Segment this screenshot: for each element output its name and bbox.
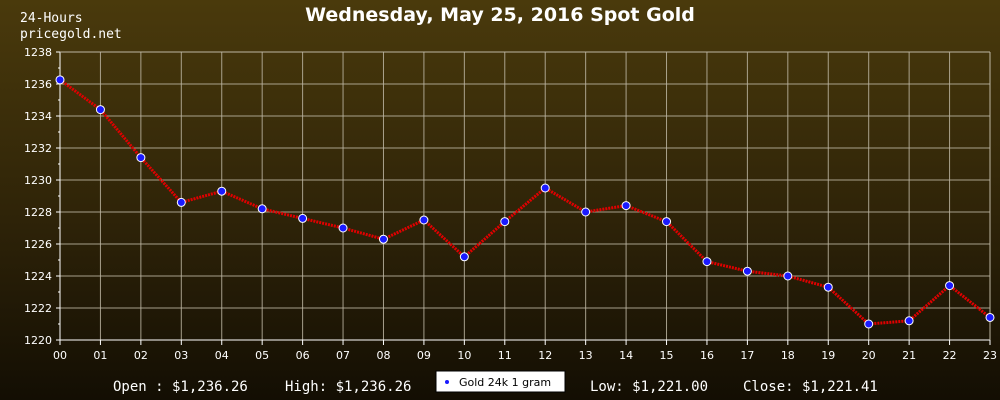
x-tick-label: 06 (296, 349, 310, 362)
stat-open: Open : $1,236.26 (113, 379, 248, 395)
period-label: 24-Hours (20, 11, 83, 26)
data-point (864, 319, 874, 329)
y-tick-label: 1226 (24, 238, 52, 251)
x-tick-label: 11 (498, 349, 512, 362)
data-point (540, 183, 550, 193)
x-tick-label: 05 (255, 349, 269, 362)
data-point (742, 266, 752, 276)
data-point (621, 201, 631, 211)
x-tick-label: 03 (174, 349, 188, 362)
stat-close: Close: $1,221.41 (743, 379, 878, 395)
y-tick-labels: 1220 1222 1224 1226 1228 1230 1232 1234 1236 1238 (24, 46, 52, 347)
y-tick-label: 1236 (24, 78, 52, 91)
legend-marker-icon (445, 380, 449, 384)
x-tick-label: 22 (943, 349, 957, 362)
axes (56, 51, 991, 345)
y-tick-label: 1228 (24, 206, 52, 219)
y-tick-label: 1230 (24, 174, 52, 187)
data-point (257, 204, 267, 214)
x-tick-label: 20 (862, 349, 876, 362)
data-point (823, 282, 833, 292)
x-tick-label: 21 (902, 349, 916, 362)
x-tick-label: 18 (781, 349, 795, 362)
x-tick-label: 01 (93, 349, 107, 362)
data-point (581, 207, 591, 217)
x-tick-label: 23 (983, 349, 997, 362)
stat-low: Low: $1,221.00 (590, 379, 708, 395)
data-point (459, 252, 469, 262)
legend-box (435, 370, 566, 393)
data-point (985, 312, 995, 322)
y-tick-label: 1220 (24, 334, 52, 347)
x-tick-label: 15 (660, 349, 674, 362)
site-label: pricegold.net (20, 27, 122, 42)
x-tick-label: 09 (417, 349, 431, 362)
data-point (702, 257, 712, 267)
x-tick-label: 04 (215, 349, 229, 362)
data-point (338, 223, 348, 233)
x-tick-label: 02 (134, 349, 148, 362)
x-tick-label: 16 (700, 349, 714, 362)
y-tick-label: 1238 (24, 46, 52, 59)
y-tick-label: 1234 (24, 110, 52, 123)
x-tick-label: 17 (740, 349, 754, 362)
legend: Gold 24k 1 gram (435, 370, 566, 393)
x-tick-label: 00 (53, 349, 67, 362)
data-point (945, 281, 955, 291)
x-tick-label: 19 (821, 349, 835, 362)
x-tick-label: 12 (538, 349, 552, 362)
x-tick-label: 10 (457, 349, 471, 362)
data-point (662, 217, 672, 227)
data-point (298, 213, 308, 223)
x-tick-label: 13 (579, 349, 593, 362)
x-tick-labels: 00 01 02 03 04 05 06 07 08 09 10 11 12 13 14 15 16 17 18 19… (53, 349, 997, 362)
series-line (59, 78, 991, 326)
data-point (904, 316, 914, 326)
legend-label: Gold 24k 1 gram (459, 376, 551, 389)
y-tick-label: 1224 (24, 270, 52, 283)
data-point (419, 215, 429, 225)
data-point (95, 105, 105, 115)
data-point (55, 75, 65, 85)
x-tick-label: 08 (376, 349, 390, 362)
data-point (217, 186, 227, 196)
y-tick-label: 1232 (24, 142, 52, 155)
data-point (176, 197, 186, 207)
data-point (783, 271, 793, 281)
data-point (136, 153, 146, 163)
y-tick-label: 1222 (24, 302, 52, 315)
x-tick-label: 14 (619, 349, 633, 362)
stat-high: High: $1,236.26 (285, 379, 411, 395)
grid (59, 51, 991, 341)
data-point (500, 217, 510, 227)
chart-title: Wednesday, May 25, 2016 Spot Gold (305, 4, 695, 26)
series-gold (55, 75, 995, 329)
data-point (378, 234, 388, 244)
x-tick-label: 07 (336, 349, 350, 362)
